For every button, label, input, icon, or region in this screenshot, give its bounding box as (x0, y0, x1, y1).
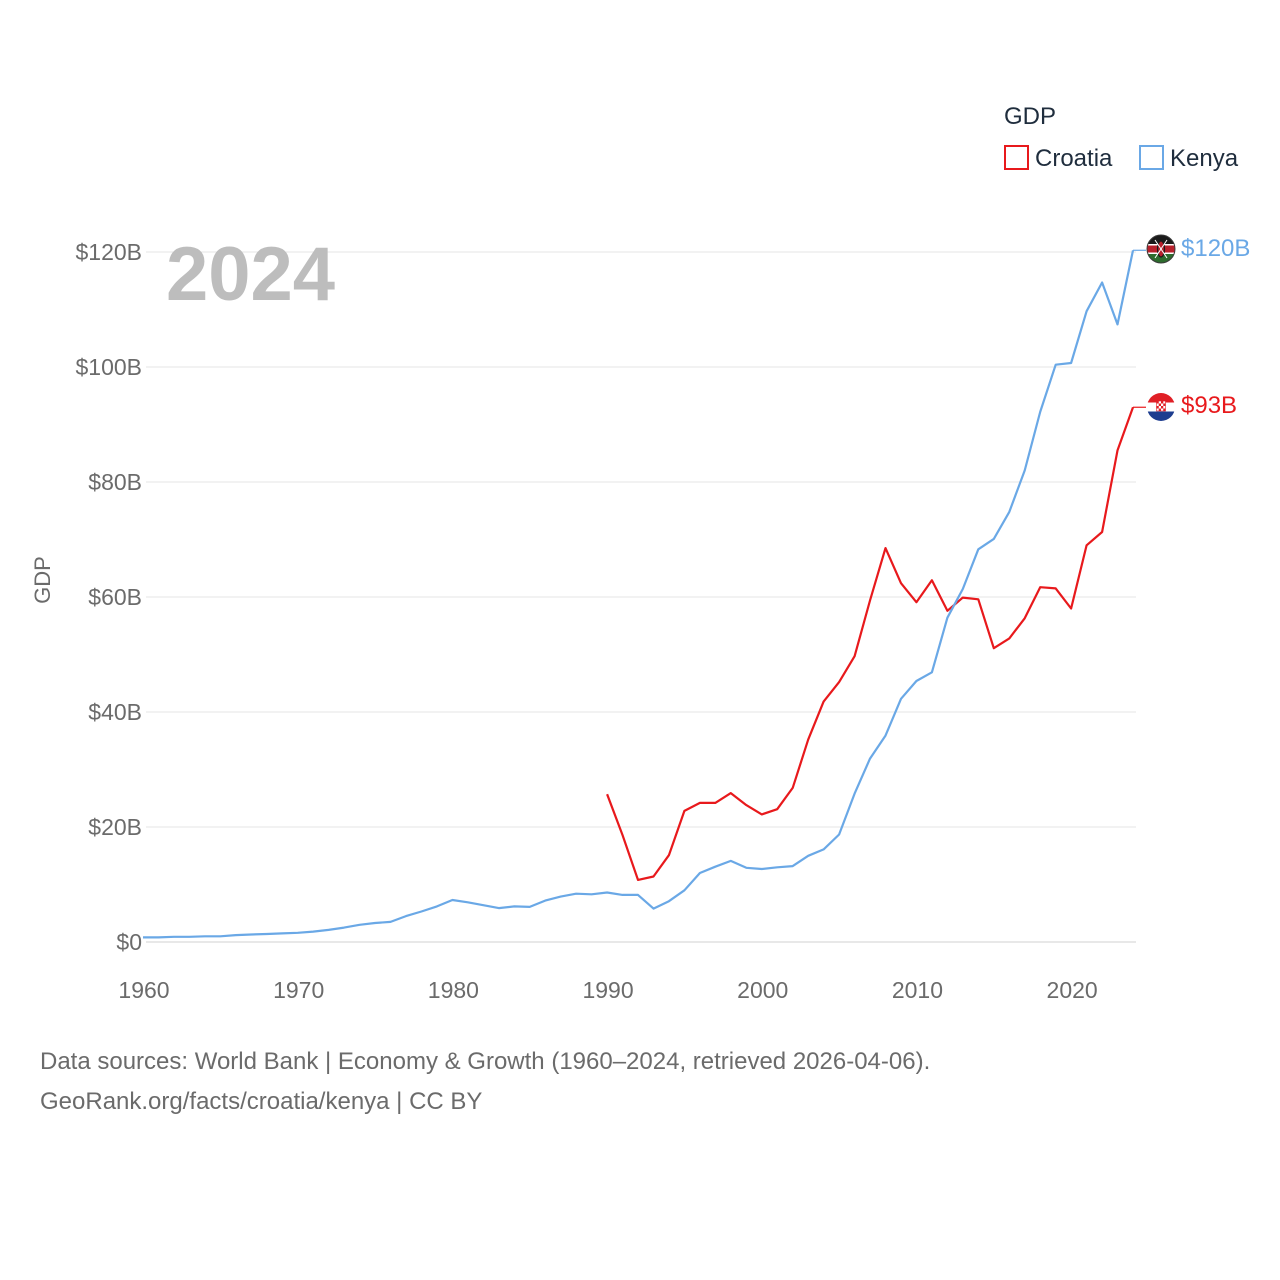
y-tick-label: $120B (75, 239, 142, 265)
x-tick-label: 2000 (737, 977, 788, 1003)
kenya-end-label: $120B (1181, 235, 1250, 262)
y-tick-label: $80B (88, 469, 142, 495)
y-tick-label: $60B (88, 584, 142, 610)
legend-label-kenya[interactable]: Kenya (1170, 145, 1239, 172)
x-tick-label: 2010 (892, 977, 943, 1003)
legend: GDP Croatia Kenya (1004, 103, 1239, 172)
legend-title: GDP (1004, 103, 1056, 130)
croatia-flag-icon (1147, 393, 1175, 421)
grid-lines (146, 251, 1136, 943)
end-markers (1146, 234, 1176, 421)
data-sources-note: Data sources: World Bank | Economy & Gro… (40, 1048, 931, 1075)
x-tick-label: 2020 (1047, 977, 1098, 1003)
footer: Data sources: World Bank | Economy & Gro… (40, 1042, 930, 1122)
croatia-end-label: $93B (1181, 392, 1237, 419)
y-tick-label: $0 (116, 929, 142, 955)
x-tick-label: 1970 (273, 977, 324, 1003)
series-lines (143, 249, 1146, 939)
y-axis-label: GDP (30, 556, 55, 604)
x-axis-ticks: 1960 1970 1980 1990 2000 2010 2020 (118, 977, 1097, 1003)
series-line-kenya[interactable] (143, 250, 1135, 939)
series-line-croatia[interactable] (606, 406, 1135, 881)
y-tick-label: $40B (88, 699, 142, 725)
y-tick-label: $100B (75, 354, 142, 380)
y-axis-ticks: $0 $20B $40B $60B $80B $100B $120B (75, 239, 142, 955)
y-tick-label: $20B (88, 814, 142, 840)
legend-swatch-croatia[interactable] (1004, 145, 1029, 170)
legend-swatch-kenya[interactable] (1139, 145, 1164, 170)
kenya-flag-icon (1146, 234, 1176, 264)
x-tick-label: 1960 (118, 977, 169, 1003)
source-link[interactable]: GeoRank.org/facts/croatia/kenya | CC BY (40, 1088, 483, 1115)
x-tick-label: 1990 (582, 977, 633, 1003)
legend-label-croatia[interactable]: Croatia (1035, 145, 1113, 172)
year-label: 2024 (166, 232, 335, 317)
gdp-chart: $0 $20B $40B $60B $80B $100B $120B 1960 1970 198… (30, 103, 1250, 1003)
x-tick-label: 1980 (428, 977, 479, 1003)
